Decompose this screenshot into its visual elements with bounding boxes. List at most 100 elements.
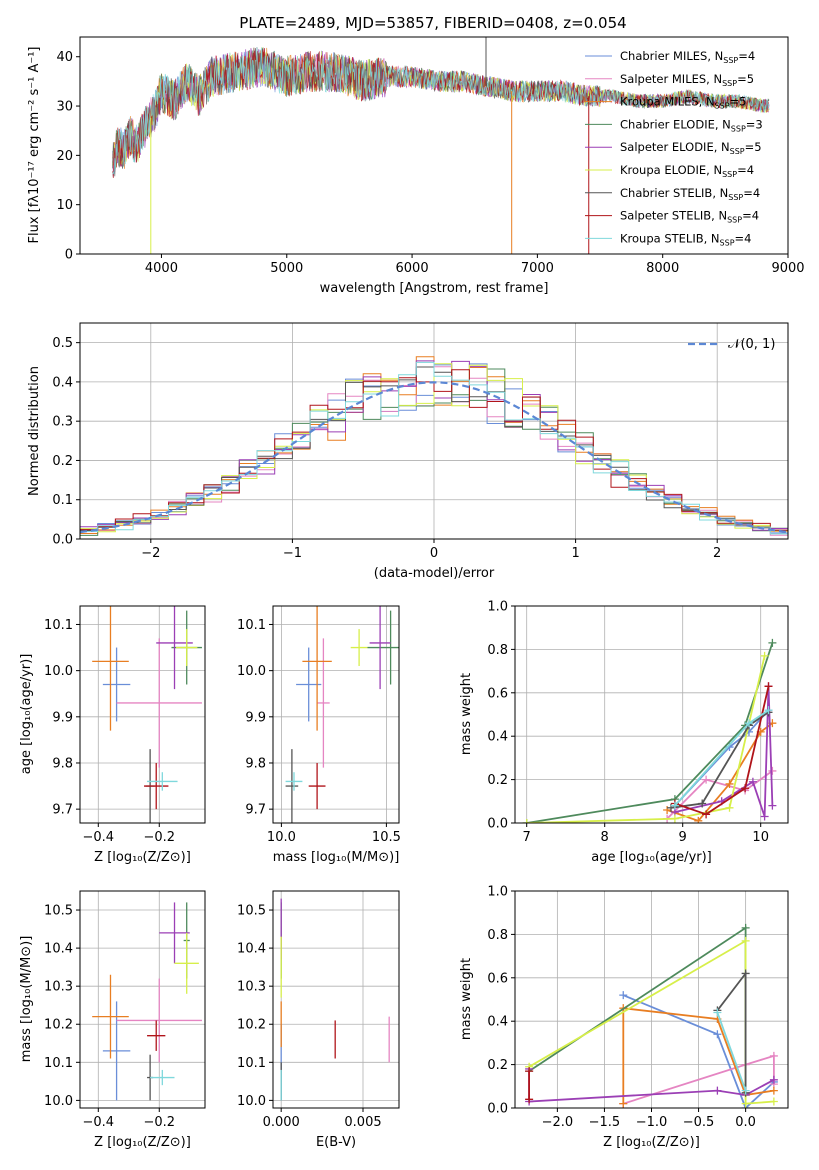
weight-marker-kroupa-stelib — [741, 1086, 750, 1095]
legend-n: =4 — [743, 186, 760, 200]
x-tick-label: 10.5 — [372, 830, 401, 845]
y-tick-label: 40 — [56, 50, 73, 65]
plot-area — [92, 606, 202, 823]
plot-area — [522, 638, 777, 823]
y-tick-label: 30 — [56, 100, 73, 115]
y-tick-label: 0.0 — [487, 817, 508, 832]
x-tick-label: −0.2 — [143, 830, 175, 845]
weight-marker-chabrier-stelib — [741, 969, 750, 978]
weight-marker-salpeter-elodie — [748, 777, 757, 786]
x-tick-label: 8 — [601, 830, 609, 845]
y-tick-label: 10.1 — [44, 1056, 73, 1071]
y-tick-label: 0.6 — [487, 971, 508, 986]
residual-histogram-panel: −2 −1 0 1 2 0.0 0.1 0.2 0.3 0.4 0.5 (data-model)/er… — [27, 322, 789, 581]
figure-title: PLATE=2489, MJD=53857, FIBERID=0408, z=0… — [239, 14, 626, 32]
x-tick-label: 2 — [713, 546, 721, 561]
x-tick-label: 7 — [523, 830, 531, 845]
legend-sub: SSP — [727, 216, 742, 225]
plot-area — [112, 37, 770, 254]
y-tick-label: 0.5 — [52, 336, 73, 351]
weight-marker-salpeter-stelib — [741, 784, 750, 793]
weight-marker-chabrier-elodie — [768, 638, 777, 647]
x-axis-label: Z [log₁₀(Z/Z⊙)] — [94, 850, 191, 865]
legend-entry: Kroupa MILES, NSSP=5 — [620, 95, 746, 111]
weight-line-chabrier-elodie — [526, 642, 774, 823]
weight-marker-salpeter-miles — [768, 766, 777, 775]
legend-label: Salpeter STELIB, N — [620, 209, 727, 223]
x-tick-label: 4000 — [145, 261, 178, 276]
x-tick-label: −0.4 — [83, 1115, 115, 1130]
weight-line-chabrier-stelib — [670, 711, 770, 809]
y-tick-label: 10 — [56, 198, 73, 213]
x-tick-label: 0 — [430, 546, 438, 561]
y-tick-label: 0.6 — [487, 686, 508, 701]
legend-label: Chabrier STELIB, N — [620, 186, 728, 200]
x-tick-label: 9000 — [771, 261, 804, 276]
x-axis-label: wavelength [Angstrom, rest frame] — [320, 281, 549, 296]
legend-label: Salpeter MILES, N — [620, 72, 722, 86]
weight-marker-kroupa-miles — [694, 816, 703, 823]
y-tick-label: 0.4 — [487, 1015, 508, 1030]
histogram-kroupa-stelib — [80, 361, 788, 539]
axes-frame — [79, 36, 789, 255]
y-tick-label: 10.0 — [237, 664, 266, 679]
x-tick-label: 10.0 — [267, 830, 296, 845]
y-tick-label: 0 — [65, 248, 73, 263]
weight-vs-age-panel: 7 8 9 10 0.0 0.2 0.4 0.6 0.8 1.0 age [log₁₀(age/yr… — [459, 600, 789, 865]
x-tick-label: −1.5 — [589, 1115, 621, 1130]
x-tick-label: 0.005 — [344, 1115, 381, 1130]
weight-marker-kroupa-elodie — [670, 814, 679, 823]
weight-marker-kroupa-stelib — [764, 706, 773, 715]
age-vs-mass-panel: 10.0 10.5 9.7 9.8 9.9 10.0 10.1 mass [log₁₀(M/M… — [237, 605, 401, 865]
weight-marker-kroupa-miles — [725, 779, 734, 788]
y-tick-label: 10.1 — [237, 1056, 266, 1071]
weight-marker-kroupa-elodie — [741, 1099, 750, 1108]
weight-line-chabrier-miles — [622, 994, 775, 1108]
x-axis-label: mass [log₁₀(M/M⊙)] — [273, 850, 400, 865]
weight-marker-kroupa-stelib — [670, 801, 679, 810]
y-tick-label: 10.4 — [237, 942, 266, 957]
legend-n: =5 — [745, 140, 762, 154]
legend-entry: 𝒩(0, 1) — [728, 337, 775, 352]
y-tick-label: 0.0 — [487, 1102, 508, 1117]
weight-line-chabrier-elodie — [528, 926, 747, 1095]
x-tick-label: 8000 — [646, 261, 679, 276]
y-tick-label: 0.2 — [52, 454, 73, 469]
x-tick-label: 6000 — [396, 261, 429, 276]
legend-entry: Salpeter STELIB, NSSP=4 — [620, 209, 759, 225]
x-tick-label: −0.4 — [83, 830, 115, 845]
legend-entry: Chabrier MILES, NSSP=4 — [620, 49, 755, 65]
weight-marker-salpeter-stelib — [525, 1067, 534, 1076]
y-tick-label: 9.7 — [245, 803, 266, 818]
plot-area — [92, 902, 202, 1101]
weight-marker-kroupa-elodie — [725, 803, 734, 812]
x-tick-label: 1 — [571, 546, 579, 561]
weight-marker-salpeter-elodie — [713, 1086, 722, 1095]
x-axis-label: E(B-V) — [316, 1135, 356, 1150]
x-tick-label: −1 — [283, 546, 302, 561]
legend-label: Kroupa ELODIE, N — [620, 163, 722, 177]
y-tick-label: 9.7 — [52, 803, 73, 818]
x-axis-label: Z [log₁₀(Z/Z⊙)] — [94, 1135, 191, 1150]
plot-area — [285, 606, 399, 823]
weight-marker-kroupa-stelib — [745, 719, 753, 728]
weight-line-chabrier-stelib — [716, 970, 747, 1093]
y-tick-label: 0.2 — [487, 773, 508, 788]
spectrum-line-kroupa-stelib — [112, 47, 770, 175]
plot-area — [280, 898, 390, 1101]
x-tick-label: 0.0 — [735, 1115, 756, 1130]
legend-entry: Salpeter MILES, NSSP=5 — [620, 72, 754, 88]
legend-sub: SSP — [728, 193, 743, 202]
legend-entry: Kroupa ELODIE, NSSP=4 — [620, 163, 754, 179]
y-tick-label: 9.8 — [52, 756, 73, 771]
weight-marker-salpeter-stelib — [764, 682, 773, 691]
weight-marker-kroupa-elodie — [522, 819, 531, 823]
legend-n: =4 — [738, 49, 755, 63]
legend-entry: Chabrier STELIB, NSSP=4 — [620, 186, 760, 202]
weight-line-kroupa-elodie — [526, 655, 766, 823]
y-tick-label: 10.4 — [44, 942, 73, 957]
x-tick-label: −0.5 — [683, 1115, 715, 1130]
y-tick-label: 10.0 — [237, 1094, 266, 1109]
weight-line-salpeter-miles — [623, 1054, 775, 1105]
y-tick-label: 10.5 — [44, 904, 73, 919]
